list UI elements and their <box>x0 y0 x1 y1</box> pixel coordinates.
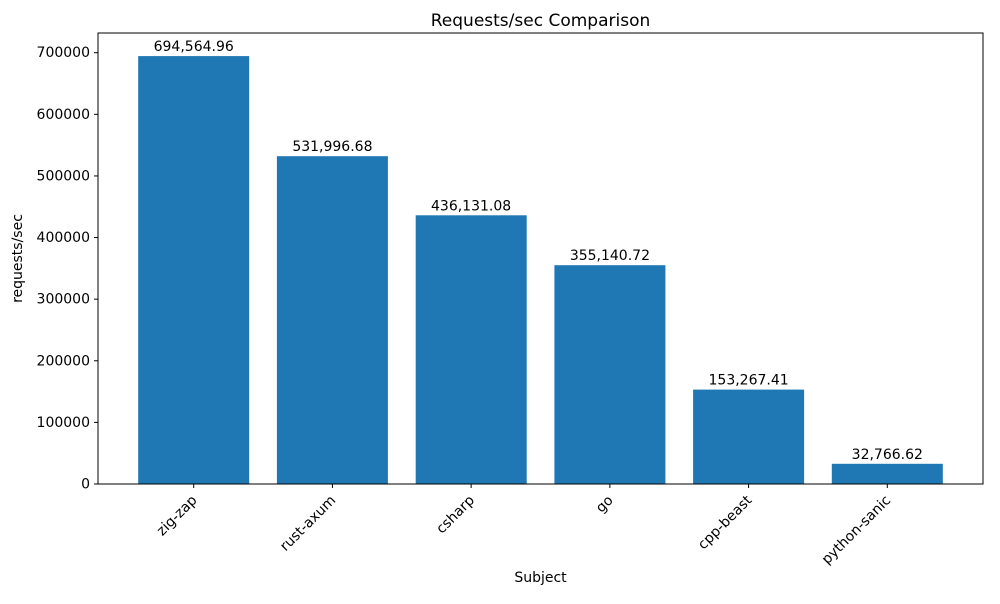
bar-cpp-beast <box>693 389 805 484</box>
y-tick-label: 200000 <box>37 353 90 369</box>
bar-value-label: 355,140.72 <box>570 248 650 264</box>
y-tick-label: 400000 <box>37 230 90 246</box>
y-tick-label: 500000 <box>37 168 90 184</box>
bar-value-label: 694,564.96 <box>154 39 234 55</box>
bar-zig-zap <box>138 56 250 484</box>
bar-value-label: 32,766.62 <box>852 447 923 463</box>
bar-rust-axum <box>276 156 388 484</box>
bar-value-label: 153,267.41 <box>709 373 789 389</box>
chart-title: Requests/sec Comparison <box>431 11 651 31</box>
y-tick-label: 100000 <box>37 415 90 431</box>
y-axis-label: requests/sec <box>10 214 26 303</box>
x-tick-label-python-sanic: python-sanic <box>819 493 894 568</box>
y-tick-label: 600000 <box>37 107 90 123</box>
bar-csharp <box>415 215 527 485</box>
x-axis-label: Subject <box>514 570 567 586</box>
y-tick-label: 700000 <box>37 45 90 61</box>
x-tick-label-go: go <box>593 493 617 517</box>
bar-value-label: 531,996.68 <box>292 139 372 155</box>
x-tick-label-zig-zap: zig-zap <box>154 492 201 539</box>
x-tick-label-rust-axum: rust-axum <box>277 493 339 555</box>
bar-go <box>554 265 666 484</box>
bar-value-label: 436,131.08 <box>431 198 511 214</box>
bar-python-sanic <box>831 463 943 484</box>
y-tick-label: 0 <box>81 477 90 493</box>
plot-frame <box>97 32 984 485</box>
y-tick-label: 300000 <box>37 292 90 308</box>
x-tick-label-cpp-beast: cpp-beast <box>695 492 756 553</box>
x-tick-label-csharp: csharp <box>433 492 478 537</box>
